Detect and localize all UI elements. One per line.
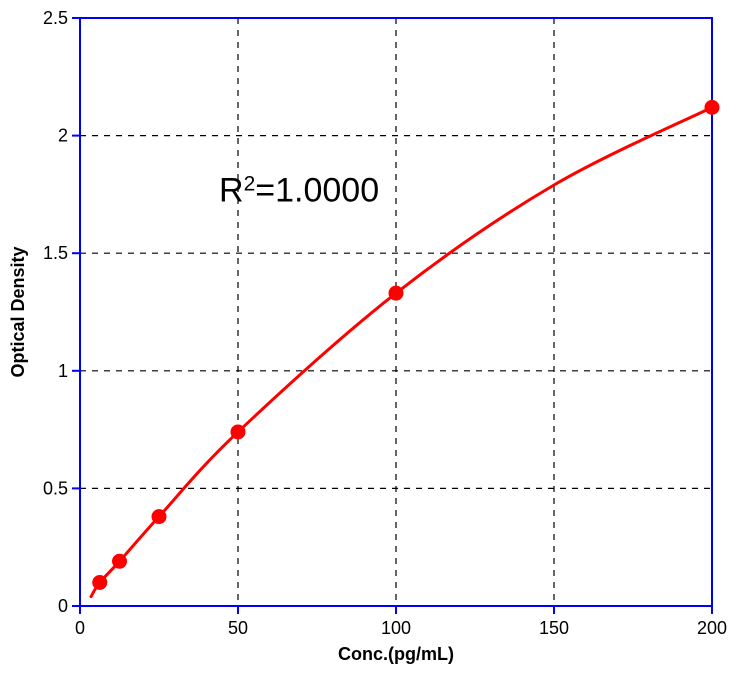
data-point-marker (389, 286, 403, 300)
xtick-label: 100 (381, 618, 411, 638)
data-point-marker (113, 554, 127, 568)
xtick-label: 150 (539, 618, 569, 638)
ytick-label: 1 (58, 361, 68, 381)
ytick-label: 0 (58, 596, 68, 616)
standard-curve-chart: 0 50 100 150 200 0 0.5 1 1.5 2 2.5 Conc.(pg/mL) Opti… (0, 0, 742, 676)
xtick-label: 50 (228, 618, 248, 638)
annotation-pre: R (219, 171, 244, 209)
data-point-marker (705, 100, 719, 114)
annotation-post: =1.0000 (255, 171, 379, 209)
xtick-label: 200 (697, 618, 727, 638)
ytick-label: 1.5 (43, 243, 68, 263)
r-squared-annotation: R2=1.0000 (219, 171, 379, 209)
ytick-label: 2 (58, 126, 68, 146)
x-axis-label: Conc.(pg/mL) (338, 644, 454, 664)
data-point-marker (152, 510, 166, 524)
y-axis-label: Optical Density (8, 246, 28, 377)
annotation-sup: 2 (244, 172, 256, 195)
ytick-label: 0.5 (43, 478, 68, 498)
xtick-label: 0 (75, 618, 85, 638)
chart-svg: 0 50 100 150 200 0 0.5 1 1.5 2 2.5 Conc.(pg/mL) Opti… (0, 0, 742, 676)
ytick-label: 2.5 (43, 8, 68, 28)
data-point-marker (231, 425, 245, 439)
data-point-marker (93, 575, 107, 589)
chart-bg (0, 0, 742, 676)
